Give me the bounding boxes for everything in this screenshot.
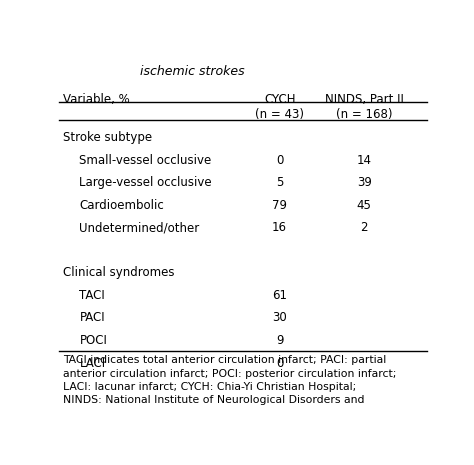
Text: 5: 5	[276, 176, 283, 189]
Text: 9: 9	[276, 334, 283, 347]
Text: POCI: POCI	[80, 334, 107, 347]
Text: 0: 0	[276, 357, 283, 370]
Text: Variable, %: Variable, %	[63, 93, 130, 106]
Text: 14: 14	[356, 153, 372, 166]
Text: Small-vessel occlusive: Small-vessel occlusive	[80, 153, 212, 166]
Text: 79: 79	[272, 199, 287, 212]
Text: 61: 61	[272, 289, 287, 302]
Text: ischemic strokes: ischemic strokes	[140, 65, 245, 78]
Text: Clinical syndromes: Clinical syndromes	[63, 266, 174, 279]
Text: Large-vessel occlusive: Large-vessel occlusive	[80, 176, 212, 189]
Text: CYCH
(n = 43): CYCH (n = 43)	[255, 93, 304, 121]
Text: TACI: TACI	[80, 289, 105, 302]
Text: 39: 39	[357, 176, 372, 189]
Text: Undetermined/other: Undetermined/other	[80, 221, 200, 234]
Text: Stroke subtype: Stroke subtype	[63, 131, 152, 144]
Text: 0: 0	[276, 153, 283, 166]
Text: PACI: PACI	[80, 312, 105, 325]
Text: NINDS, Part II
(n = 168): NINDS, Part II (n = 168)	[325, 93, 403, 121]
Text: 30: 30	[272, 312, 287, 325]
Text: TACI indicates total anterior circulation infarct; PACI: partial
anterior circul: TACI indicates total anterior circulatio…	[63, 355, 396, 405]
Text: Cardioembolic: Cardioembolic	[80, 199, 164, 212]
Text: LACI: LACI	[80, 357, 106, 370]
Text: 45: 45	[357, 199, 372, 212]
Text: 16: 16	[272, 221, 287, 234]
Text: 2: 2	[360, 221, 368, 234]
